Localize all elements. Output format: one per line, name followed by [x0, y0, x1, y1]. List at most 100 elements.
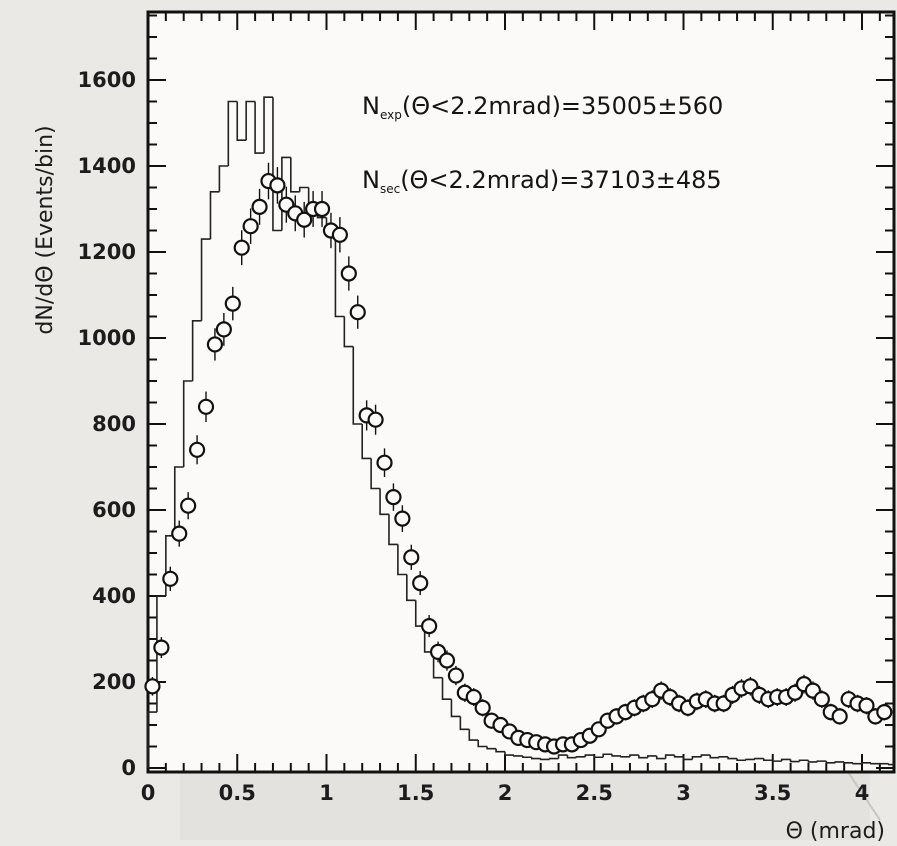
histogram-bin [272, 97, 282, 232]
x-tick-label: 2 [498, 781, 513, 805]
data-point [171, 525, 188, 542]
x-tick-label: 1.5 [397, 781, 434, 805]
annotation-n-sec: Nsec(Θ<2.2mrad)=37103±485 [362, 166, 722, 196]
data-point [242, 218, 259, 235]
histogram-bin [798, 759, 809, 762]
data-point [224, 295, 241, 312]
histogram-bin [843, 761, 854, 764]
histogram-bin [763, 758, 773, 762]
histogram-bin [870, 762, 880, 765]
histogram-bin [477, 740, 488, 748]
histogram-bin [236, 101, 247, 141]
annotation-n-sec-main: N [362, 166, 380, 194]
data-point [813, 691, 830, 708]
histogram-bin [298, 186, 309, 192]
y-tick-label: 200 [92, 670, 136, 694]
x-tick-label: 3 [676, 781, 691, 805]
histogram-bin [147, 711, 157, 768]
histogram-bin [254, 101, 265, 154]
histogram-bin [557, 754, 568, 759]
histogram-bin [548, 757, 559, 760]
y-tick-label: 600 [92, 498, 136, 522]
histogram-bin [218, 165, 229, 192]
x-tick-label: 1 [319, 781, 334, 805]
histogram-bin [664, 754, 675, 759]
histogram-bin [825, 761, 836, 764]
histogram-bin [388, 514, 398, 546]
data-point [349, 304, 366, 321]
data-point [385, 489, 402, 506]
histogram-bin [852, 762, 862, 765]
data-point [340, 265, 357, 282]
y-axis-title: dN/dΘ (Events/bin) [33, 125, 58, 334]
histogram-bin [156, 595, 166, 713]
histogram-bin [334, 230, 345, 318]
data-point [394, 510, 411, 527]
histogram-bin [370, 458, 381, 490]
histogram-bin [754, 757, 764, 760]
data-point [296, 211, 313, 228]
histogram-bin [290, 157, 300, 193]
plot-frame [146, 10, 896, 774]
x-tick-label: 3.5 [754, 781, 791, 805]
histogram-bin [530, 757, 541, 760]
y-tick-label: 1000 [78, 326, 136, 350]
histogram-bin [780, 758, 791, 762]
histogram-bin [807, 760, 818, 763]
histogram-bin [263, 96, 273, 154]
data-point [233, 239, 250, 256]
data-point [215, 321, 232, 338]
y-tick-label: 1600 [78, 68, 136, 92]
histogram-bin [647, 755, 657, 758]
annotation-n-exp-rest: (Θ<2.2mrad)=35005±560 [402, 92, 723, 120]
histogram-bin [718, 756, 729, 758]
histogram-bin [834, 761, 845, 763]
histogram-bin [182, 380, 193, 467]
y-tick-label: 1200 [78, 240, 136, 264]
data-point [412, 574, 429, 592]
x-tick-label: 4 [855, 781, 870, 805]
histogram-bin [700, 754, 711, 757]
data-point [331, 226, 348, 243]
histogram-bin [745, 758, 755, 761]
x-tick-label: 2.5 [576, 781, 613, 805]
histogram-bin [789, 759, 800, 763]
histogram-bin [486, 746, 497, 750]
histogram-bin [709, 755, 720, 759]
x-axis-title: Θ (mrad) [786, 819, 885, 844]
histogram-bin [539, 758, 550, 761]
data-point [162, 570, 179, 587]
data-point [269, 177, 286, 194]
histogram-bin [450, 699, 461, 718]
histogram-bin [513, 755, 523, 757]
histogram-bin [584, 754, 595, 757]
histogram-bin [495, 748, 505, 753]
histogram-bin [575, 756, 586, 758]
histogram-bin [432, 651, 443, 679]
histogram-bin [673, 755, 684, 758]
data-point [438, 652, 456, 669]
histogram-bin [522, 755, 532, 759]
histogram-bin [397, 544, 407, 576]
histogram-bin [504, 751, 514, 756]
histogram-bin [361, 424, 372, 460]
histogram-bin [887, 763, 894, 766]
data-point [206, 336, 224, 353]
data-point [421, 617, 438, 635]
histogram-bin [638, 755, 648, 759]
histogram-bin [468, 729, 479, 741]
histogram-bin [173, 466, 184, 536]
histogram-bin [227, 100, 238, 166]
data-point [188, 441, 206, 458]
histogram-bin [343, 316, 354, 348]
histogram-bin [566, 755, 577, 759]
x-tick-label: 0 [141, 781, 156, 805]
histogram-bin [611, 754, 622, 757]
histogram-bin [682, 756, 693, 761]
data-point [144, 678, 161, 695]
histogram-bin [209, 191, 220, 240]
histogram-bin [771, 760, 782, 762]
histogram-bin [459, 716, 470, 731]
data-point [474, 699, 491, 716]
